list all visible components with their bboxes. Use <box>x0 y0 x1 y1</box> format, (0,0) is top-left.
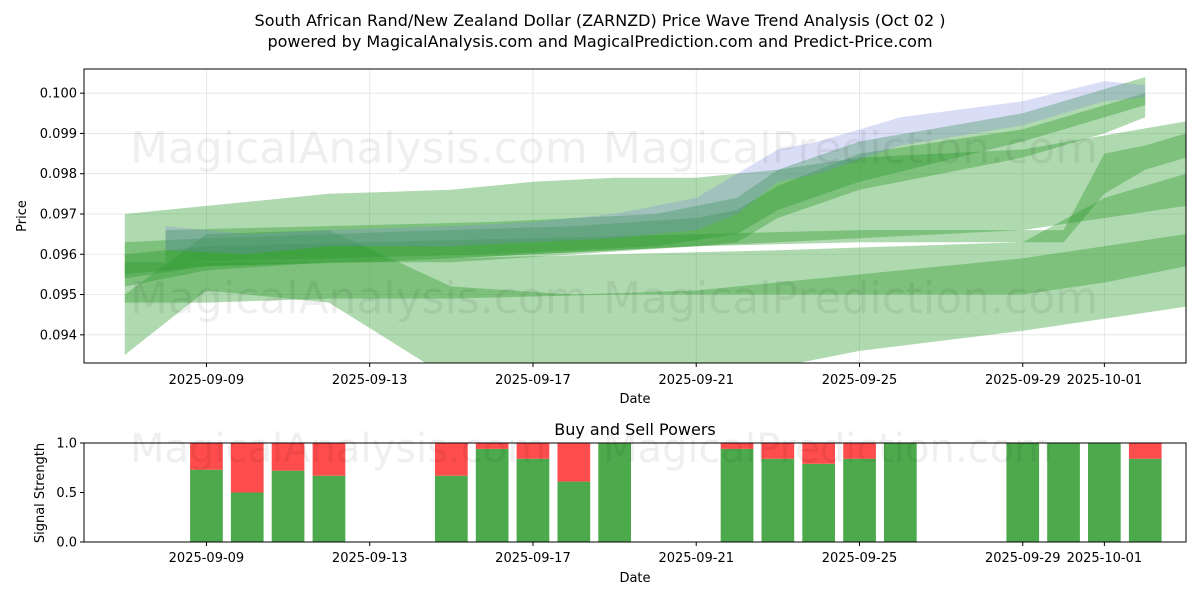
price-bands <box>124 77 1186 363</box>
sell-bar-2025-09-11 <box>271 443 305 471</box>
buy-bar-2025-09-15 <box>435 475 468 542</box>
price-y-tick-label: 0.094 <box>40 328 77 343</box>
band-green-main-channel <box>124 93 1146 275</box>
sell-bar-2025-09-18 <box>557 443 591 482</box>
price-y-tick-label: 0.100 <box>40 87 77 102</box>
price-x-label: Date <box>619 392 650 407</box>
price-plot: MagicalAnalysis.com MagicalPrediction.co… <box>15 68 1187 407</box>
buy-bar-2025-09-16 <box>475 448 509 542</box>
price-y-label: Price <box>15 200 30 232</box>
price-y-tick-label: 0.096 <box>40 248 77 263</box>
price-x-ticks: 2025-09-09 2025-09-13 2025-09-17 2025-09-21… <box>169 363 1142 388</box>
buy-bar-2025-09-12 <box>312 475 346 542</box>
buy-bar-2025-09-09 <box>190 469 223 542</box>
watermark-analysis-signal: MagicalAnalysis.com <box>130 426 546 472</box>
band-green-wide-upper <box>124 121 1186 287</box>
watermark-analysis-top: MagicalAnalysis.com <box>130 123 588 174</box>
signal-x-ticks: 2025-09-09 2025-09-13 2025-09-17 2025-09-21… <box>169 542 1142 566</box>
watermark-prediction-bottom: MagicalPrediction.com <box>603 273 1098 324</box>
signal-x-tick-label: 2025-09-17 <box>495 551 571 566</box>
buy-bar-2025-09-22 <box>720 448 754 542</box>
watermark-analysis-bottom: MagicalAnalysis.com <box>130 273 588 324</box>
signal-watermarks: MagicalAnalysis.com MagicalPrediction.co… <box>130 426 1053 472</box>
signal-x-tick-label: 2025-09-09 <box>169 551 245 566</box>
signal-x-tick-label: 2025-09-29 <box>985 551 1061 566</box>
price-watermarks: MagicalAnalysis.com MagicalPrediction.co… <box>130 123 1098 324</box>
sell-bar-2025-09-24 <box>802 443 835 464</box>
signal-y-ticks: 0.0 0.5 1.0 <box>56 437 84 551</box>
watermark-prediction-top: MagicalPrediction.com <box>603 123 1098 174</box>
sell-bar-2025-09-09 <box>190 443 223 470</box>
price-y-tick-label: 0.097 <box>40 207 77 222</box>
signal-x-label: Date <box>619 571 650 586</box>
sell-bar-2025-09-15 <box>435 443 468 476</box>
price-gridlines <box>84 69 1186 363</box>
band-green-lower-channel <box>124 173 1186 303</box>
sell-bar-2025-10-02 <box>1128 443 1162 459</box>
buy-bar-2025-09-25 <box>843 458 876 542</box>
price-y-tick-label: 0.099 <box>40 127 77 142</box>
buy-bar-2025-09-17 <box>516 458 550 542</box>
sell-bar-2025-09-22 <box>720 443 754 449</box>
price-x-tick-label: 2025-09-21 <box>658 373 734 388</box>
signal-bars <box>190 443 1162 542</box>
band-green-upper-channel <box>165 77 1146 263</box>
signal-x-tick-label: 2025-10-01 <box>1067 551 1143 566</box>
band-blue-channel <box>165 81 1146 255</box>
buy-bar-2025-09-19 <box>598 443 631 542</box>
band-green-flat-channel <box>124 133 1186 279</box>
buy-bar-2025-09-10 <box>230 492 264 542</box>
buy-bar-2025-09-26 <box>884 443 917 542</box>
price-x-tick-label: 2025-09-25 <box>822 373 898 388</box>
buy-bar-2025-09-24 <box>802 463 835 542</box>
chart-title-line1: South African Rand/New Zealand Dollar (Z… <box>255 11 946 30</box>
chart-title-line2: powered by MagicalAnalysis.com and Magic… <box>267 32 932 51</box>
signal-x-tick-label: 2025-09-21 <box>658 551 734 566</box>
buy-bar-2025-09-23 <box>761 458 795 542</box>
signal-y-tick-label: 0.0 <box>56 536 77 551</box>
buy-bar-2025-09-30 <box>1047 443 1080 542</box>
price-x-tick-label: 2025-09-29 <box>985 373 1061 388</box>
price-plot-frame <box>83 68 1187 364</box>
price-x-tick-label: 2025-09-13 <box>332 373 408 388</box>
buy-bar-2025-09-29 <box>1006 443 1040 542</box>
sell-bar-2025-09-16 <box>475 443 509 449</box>
sell-bar-2025-09-17 <box>516 443 550 459</box>
signal-x-tick-label: 2025-09-13 <box>332 551 408 566</box>
signal-x-tick-label: 2025-09-25 <box>822 551 898 566</box>
signal-y-tick-label: 1.0 <box>56 437 77 452</box>
sell-bar-2025-09-23 <box>761 443 795 459</box>
sell-bar-2025-09-10 <box>230 443 264 493</box>
sell-bar-2025-09-12 <box>312 443 346 476</box>
price-x-tick-label: 2025-10-01 <box>1067 373 1143 388</box>
buy-bar-2025-10-02 <box>1128 458 1162 542</box>
signal-y-tick-label: 0.5 <box>56 486 77 501</box>
signal-title: Buy and Sell Powers <box>554 420 716 439</box>
sell-bar-2025-09-25 <box>843 443 876 459</box>
watermark-prediction-signal: MagicalPrediction.com <box>603 426 1053 472</box>
buy-bar-2025-10-01 <box>1088 443 1121 542</box>
price-y-tick-label: 0.095 <box>40 288 77 303</box>
signal-plot: Buy and Sell Powers MagicalAnalysis.com … <box>33 420 1187 586</box>
band-green-dip-channel <box>124 230 1186 363</box>
buy-bar-2025-09-11 <box>271 470 305 542</box>
price-y-tick-label: 0.098 <box>40 167 77 182</box>
signal-y-label: Signal Strength <box>33 443 48 543</box>
price-x-tick-label: 2025-09-17 <box>495 373 571 388</box>
buy-bar-2025-09-18 <box>557 481 591 542</box>
price-y-ticks: 0.094 0.095 0.096 0.097 0.098 0.099 0.100 <box>40 87 84 343</box>
price-x-tick-label: 2025-09-09 <box>169 373 245 388</box>
